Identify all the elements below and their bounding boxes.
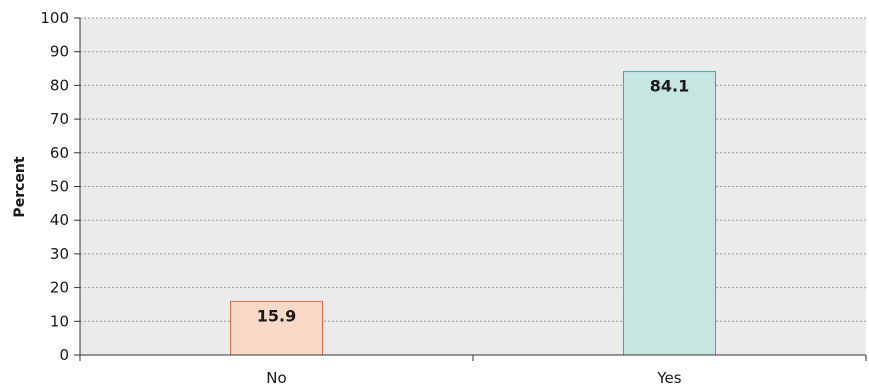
y-tick-label: 100 [40, 9, 69, 27]
y-tick-label: 0 [59, 346, 69, 364]
y-tick-label: 10 [50, 312, 69, 330]
y-tick-label: 30 [50, 245, 69, 263]
x-tick-label: Yes [656, 369, 681, 387]
axes: 0 10 20 30 40 50 60 70 80 90 100 No Yes [40, 9, 867, 387]
bar-no [230, 300, 323, 356]
y-tick-label: 20 [50, 279, 69, 297]
bars: 15.9 84.1 [230, 71, 716, 356]
y-tick-label: 70 [50, 110, 69, 128]
y-tick-label: 90 [50, 43, 69, 61]
y-tick-label: 50 [50, 178, 69, 196]
data-label: 84.1 [650, 77, 689, 96]
data-label: 15.9 [257, 306, 296, 325]
gridlines [80, 17, 866, 322]
y-tick-label: 60 [50, 144, 69, 162]
y-axis-title: Percent [12, 156, 28, 217]
x-tick-label: No [266, 369, 286, 387]
y-tick-label: 40 [50, 211, 69, 229]
bar-yes [623, 71, 716, 356]
y-tick-label: 80 [50, 76, 69, 94]
